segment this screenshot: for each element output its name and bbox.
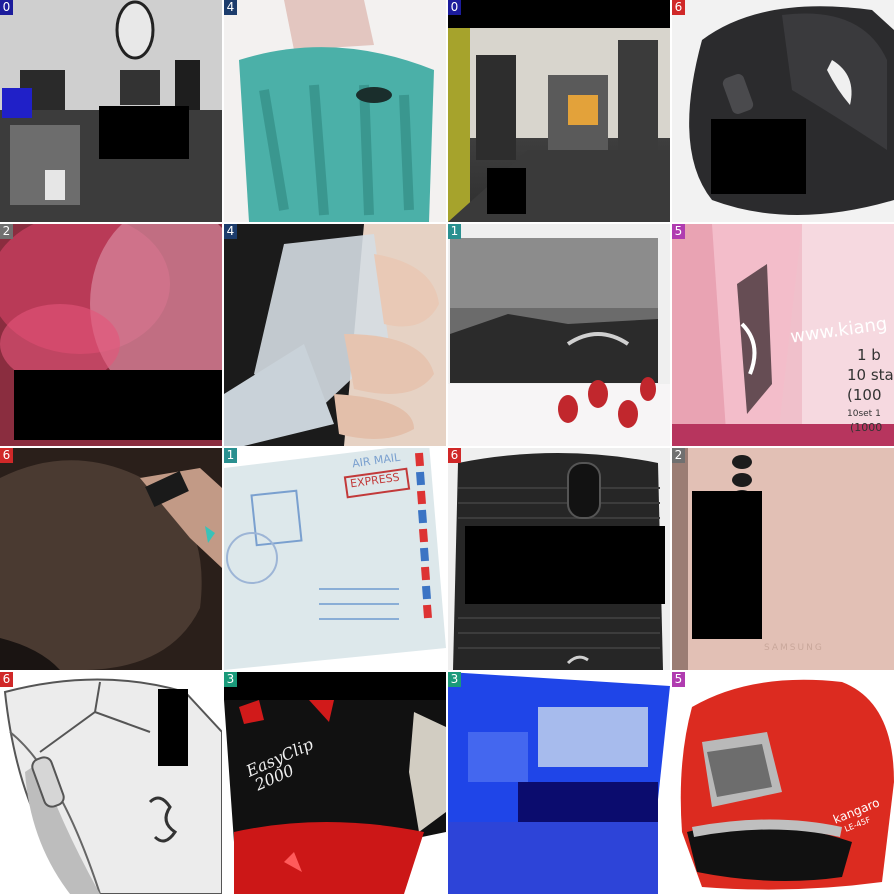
clear-bottle-hand-image (224, 224, 446, 446)
class-label-badge: 1 (224, 448, 237, 463)
redaction-box (711, 119, 806, 194)
phone-brand-text: SAMSUNG (764, 643, 824, 653)
grid-tile-11: 6 (448, 448, 670, 670)
class-label-badge: 2 (672, 448, 685, 463)
class-label-badge: 3 (224, 672, 237, 687)
grid-tile-4: 6 (672, 0, 894, 222)
grid-tile-5: 2 (0, 224, 222, 446)
pink-stapler-box-image (672, 224, 894, 446)
grid-tile-8: 5 www.kiang 1 b 10 sta (100 10set 1 (100… (672, 224, 894, 446)
class-label-badge: 1 (448, 224, 461, 239)
class-label-badge: 5 (672, 672, 685, 687)
easyclip-stapler-image (224, 672, 446, 894)
grid-tile-7: 1 (448, 224, 670, 446)
redaction-box (99, 106, 189, 159)
class-label-badge: 6 (0, 448, 13, 463)
office-corridor-image (448, 0, 670, 222)
box-text-line: 10 sta (847, 366, 894, 384)
grid-tile-10: 1 EXPRESS A (224, 448, 446, 670)
class-label-badge: 6 (672, 0, 685, 15)
red-stapler-image (672, 672, 894, 894)
grid-tile-1: 0 (0, 0, 222, 222)
brown-gaming-mouse-image (0, 448, 222, 670)
grid-tile-16: 5 kangaro LE-45F (672, 672, 894, 894)
box-text-line: 10set 1 (847, 409, 881, 419)
redaction-box (487, 168, 526, 214)
class-label-badge: 0 (448, 0, 461, 15)
box-text-line: (100 (847, 386, 882, 404)
postcard-image (448, 224, 670, 446)
box-text-line: 1 b (857, 346, 881, 364)
blue-blur-image (448, 672, 670, 894)
grid-tile-12: 2 SAMSUNG (672, 448, 894, 670)
redaction-box (465, 526, 665, 604)
grid-tile-2: 4 (224, 0, 446, 222)
class-label-badge: 4 (224, 0, 237, 15)
teal-bottle-image (224, 0, 446, 222)
grid-tile-13: 6 (0, 672, 222, 894)
grid-tile-14: 3 EasyClip 2000 (224, 672, 446, 894)
white-razer-mouse-image (0, 672, 222, 894)
class-label-badge: 0 (0, 0, 13, 15)
redaction-box (692, 491, 762, 639)
grid-tile-9: 6 (0, 448, 222, 670)
grid-tile-15: 3 (448, 672, 670, 894)
air-mail-envelope-image (224, 448, 446, 670)
redaction-box (14, 370, 222, 440)
grid-tile-6: 4 (224, 224, 446, 446)
class-label-badge: 6 (448, 448, 461, 463)
redaction-box (158, 689, 188, 766)
class-label-badge: 5 (672, 224, 685, 239)
class-label-badge: 2 (0, 224, 13, 239)
grid-tile-3: 0 (448, 0, 670, 222)
class-label-badge: 6 (0, 672, 13, 687)
class-label-badge: 3 (448, 672, 461, 687)
box-text-line: (1000 (850, 421, 883, 434)
class-label-badge: 4 (224, 224, 237, 239)
